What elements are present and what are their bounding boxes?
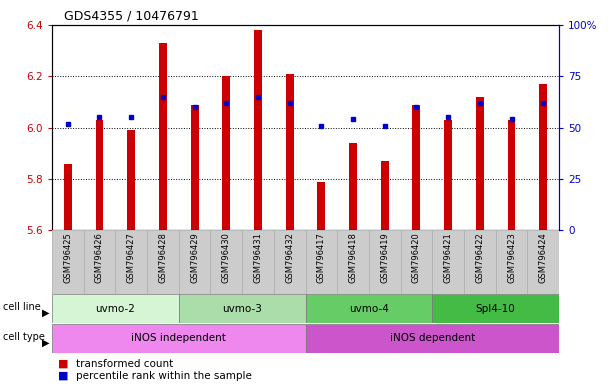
- Bar: [191, 104, 199, 230]
- Bar: [527, 230, 559, 294]
- Bar: [64, 164, 71, 230]
- Bar: [508, 120, 516, 230]
- Text: GSM796425: GSM796425: [64, 232, 72, 283]
- Bar: [210, 230, 242, 294]
- Text: cell type: cell type: [3, 332, 45, 342]
- Text: GSM796422: GSM796422: [475, 232, 485, 283]
- Text: ■: ■: [58, 371, 68, 381]
- Bar: [222, 76, 230, 230]
- Text: GSM796419: GSM796419: [380, 232, 389, 283]
- Bar: [317, 182, 325, 230]
- Text: ▶: ▶: [42, 308, 49, 318]
- Text: percentile rank within the sample: percentile rank within the sample: [76, 371, 252, 381]
- Bar: [179, 295, 306, 323]
- Text: transformed count: transformed count: [76, 359, 174, 369]
- Text: GSM796424: GSM796424: [539, 232, 547, 283]
- Text: GSM796427: GSM796427: [126, 232, 136, 283]
- Text: GSM796418: GSM796418: [348, 232, 357, 283]
- Bar: [496, 230, 527, 294]
- Text: Spl4-10: Spl4-10: [476, 303, 516, 314]
- Bar: [540, 84, 547, 230]
- Text: uvmo-4: uvmo-4: [349, 303, 389, 314]
- Bar: [401, 230, 433, 294]
- Text: GSM796421: GSM796421: [444, 232, 453, 283]
- Text: iNOS dependent: iNOS dependent: [390, 333, 475, 343]
- Bar: [369, 230, 401, 294]
- Text: iNOS independent: iNOS independent: [131, 333, 226, 343]
- Bar: [52, 324, 306, 353]
- Bar: [381, 161, 389, 230]
- Bar: [127, 130, 135, 230]
- Bar: [84, 230, 115, 294]
- Text: GSM796428: GSM796428: [158, 232, 167, 283]
- Text: ■: ■: [58, 359, 68, 369]
- Bar: [159, 43, 167, 230]
- Bar: [95, 120, 103, 230]
- Bar: [444, 120, 452, 230]
- Bar: [349, 143, 357, 230]
- Text: GDS4355 / 10476791: GDS4355 / 10476791: [64, 10, 199, 23]
- Text: cell line: cell line: [3, 302, 41, 312]
- Text: ▶: ▶: [42, 338, 49, 348]
- Text: uvmo-2: uvmo-2: [95, 303, 135, 314]
- Text: GSM796432: GSM796432: [285, 232, 294, 283]
- Text: GSM796430: GSM796430: [222, 232, 231, 283]
- Bar: [52, 230, 84, 294]
- Text: uvmo-3: uvmo-3: [222, 303, 262, 314]
- Bar: [286, 74, 294, 230]
- Bar: [306, 324, 559, 353]
- Text: GSM796417: GSM796417: [317, 232, 326, 283]
- Bar: [433, 230, 464, 294]
- Bar: [147, 230, 179, 294]
- Bar: [464, 230, 496, 294]
- Bar: [115, 230, 147, 294]
- Text: GSM796429: GSM796429: [190, 232, 199, 283]
- Bar: [179, 230, 210, 294]
- Text: GSM796431: GSM796431: [254, 232, 263, 283]
- Bar: [306, 230, 337, 294]
- Bar: [254, 30, 262, 230]
- Text: GSM796420: GSM796420: [412, 232, 421, 283]
- Bar: [433, 295, 559, 323]
- Bar: [274, 230, 306, 294]
- Bar: [306, 295, 433, 323]
- Bar: [476, 97, 484, 230]
- Text: GSM796423: GSM796423: [507, 232, 516, 283]
- Bar: [242, 230, 274, 294]
- Bar: [337, 230, 369, 294]
- Bar: [52, 295, 179, 323]
- Bar: [412, 104, 420, 230]
- Text: GSM796426: GSM796426: [95, 232, 104, 283]
